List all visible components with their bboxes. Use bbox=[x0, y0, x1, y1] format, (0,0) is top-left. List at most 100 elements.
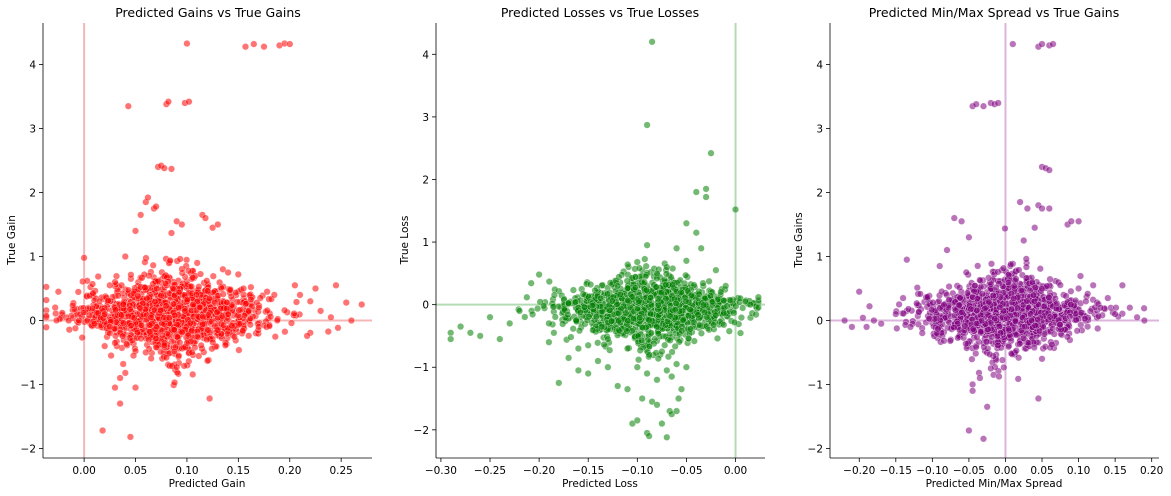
panel-gains-point bbox=[227, 293, 235, 301]
panel-spread-point bbox=[1084, 323, 1092, 331]
panel-spread-point bbox=[925, 314, 933, 322]
panel-gains-point bbox=[83, 277, 91, 285]
panel-gains-point bbox=[104, 296, 112, 304]
panel-spread-point bbox=[1086, 307, 1094, 315]
panel-losses-point bbox=[679, 316, 687, 324]
panel-losses-point bbox=[623, 277, 631, 285]
panel-losses-y-tick-label: 2 bbox=[422, 174, 429, 186]
panel-spread-y-tick-label: 0 bbox=[816, 315, 823, 327]
panel-gains-point bbox=[235, 346, 243, 354]
panel-losses-point bbox=[640, 278, 649, 286]
panel-spread-point bbox=[1022, 255, 1030, 263]
panel-gains-point bbox=[204, 287, 212, 295]
panel-losses-point bbox=[653, 376, 661, 384]
panel-spread-points bbox=[841, 40, 1148, 443]
panel-gains-point bbox=[157, 291, 165, 299]
panel-gains-point bbox=[239, 284, 248, 293]
panel-losses-point bbox=[646, 294, 655, 302]
panel-spread-x-tick-label: −0.15 bbox=[880, 465, 912, 477]
panel-gains-point bbox=[65, 316, 73, 325]
panel-gains-point bbox=[241, 43, 250, 51]
panel-spread-point bbox=[859, 314, 867, 322]
panel-losses-point bbox=[701, 308, 709, 317]
panel-spread-point bbox=[1045, 293, 1053, 301]
panel-losses-point bbox=[534, 305, 542, 313]
panel-losses-point bbox=[666, 336, 674, 344]
panel-spread-point bbox=[985, 298, 993, 306]
panel-losses-point bbox=[615, 273, 623, 281]
panel-spread-point bbox=[954, 334, 962, 342]
panel-spread-point bbox=[1140, 316, 1148, 325]
panel-spread-point bbox=[924, 293, 932, 301]
panel-spread-point bbox=[1048, 341, 1056, 349]
panel-spread-point bbox=[1012, 317, 1020, 325]
panel-gains-point bbox=[196, 270, 205, 278]
panel-gains-point bbox=[250, 40, 258, 48]
panel-spread-point bbox=[1022, 263, 1030, 271]
panel-losses-point bbox=[653, 269, 661, 277]
panel-losses-point bbox=[642, 272, 650, 280]
panel-gains-point bbox=[117, 311, 126, 319]
panel-gains-point bbox=[224, 268, 232, 277]
panel-losses-point bbox=[506, 319, 514, 327]
panel-spread-point bbox=[928, 306, 936, 314]
panel-losses-point bbox=[447, 335, 455, 343]
panel-spread-point bbox=[1005, 343, 1013, 351]
panel-losses-point bbox=[673, 407, 681, 415]
panel-spread-point bbox=[893, 324, 901, 332]
panel-spread-point bbox=[996, 303, 1004, 311]
panel-spread-point bbox=[936, 262, 944, 270]
panel-losses-point bbox=[587, 280, 595, 289]
panel-losses-point bbox=[654, 330, 662, 338]
panel-gains-point bbox=[181, 307, 189, 315]
panel-losses-point bbox=[677, 385, 686, 393]
panel-spread-point bbox=[1038, 40, 1046, 48]
panel-losses-point bbox=[648, 38, 656, 46]
panel-losses-point bbox=[604, 363, 612, 371]
panel-spread-point bbox=[981, 304, 989, 313]
panel-losses-point bbox=[675, 394, 683, 403]
panel-losses-point bbox=[712, 311, 720, 319]
panel-losses-point bbox=[614, 382, 622, 390]
panel-spread-point bbox=[1004, 325, 1013, 333]
panel-losses-point bbox=[725, 327, 733, 335]
panel-spread-point bbox=[1046, 275, 1054, 283]
panel-spread-point bbox=[961, 322, 969, 330]
panel-gains-point bbox=[263, 288, 271, 296]
panel-spread-point bbox=[848, 323, 856, 331]
panel-spread-point bbox=[1104, 294, 1112, 302]
panel-gains-point bbox=[116, 400, 124, 408]
panel-gains-point bbox=[111, 384, 119, 392]
panel-losses-point bbox=[615, 317, 623, 325]
panel-losses-point bbox=[633, 258, 641, 266]
panel-spread-point bbox=[983, 403, 991, 411]
panel-gains-point bbox=[186, 319, 194, 327]
panel-spread-point bbox=[943, 246, 951, 254]
panel-gains-point bbox=[175, 352, 183, 360]
panel-spread-point bbox=[1007, 260, 1015, 268]
panel-gains-point bbox=[246, 314, 254, 322]
panel-gains-point bbox=[145, 336, 153, 344]
panel-spread-point bbox=[956, 284, 964, 292]
panel-spread-y-label: True Gains bbox=[793, 212, 805, 268]
panel-spread-point bbox=[1027, 310, 1035, 318]
panel-gains-point bbox=[334, 324, 342, 332]
panel-losses-point bbox=[635, 297, 643, 305]
panel-gains-y-tick-label: −1 bbox=[21, 379, 36, 391]
panel-spread-point bbox=[1046, 313, 1054, 321]
panel-losses-point bbox=[635, 356, 643, 364]
panel-losses-point bbox=[657, 289, 665, 297]
panel-gains-point bbox=[205, 294, 213, 303]
panel-losses-point bbox=[565, 354, 573, 362]
panel-gains-point bbox=[183, 39, 191, 48]
panel-gains-point bbox=[146, 321, 154, 329]
panel-losses-point bbox=[682, 363, 690, 371]
panel-losses-point bbox=[633, 363, 641, 371]
panel-losses-point bbox=[699, 279, 707, 287]
panel-spread-point bbox=[1023, 204, 1031, 213]
panel-spread-point bbox=[976, 276, 984, 284]
panel-losses-point bbox=[720, 309, 728, 317]
panel-spread-point bbox=[1140, 304, 1148, 312]
panel-losses-point bbox=[673, 360, 681, 368]
panel-losses-point bbox=[592, 313, 600, 321]
